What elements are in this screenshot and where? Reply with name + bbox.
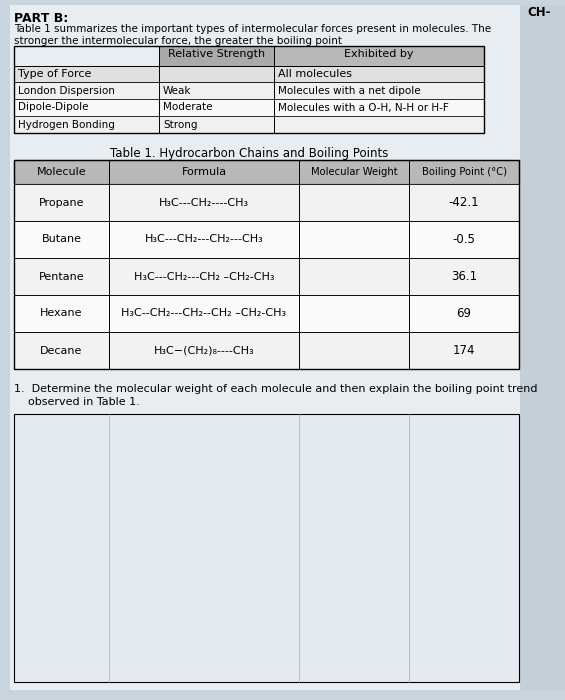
Text: PART B:: PART B: xyxy=(14,12,68,25)
Text: stronger the intermolecular force, the greater the boiling point: stronger the intermolecular force, the g… xyxy=(14,36,342,46)
Text: Molecular Weight: Molecular Weight xyxy=(311,167,397,177)
Text: H₃C---CH₂----CH₃: H₃C---CH₂----CH₃ xyxy=(159,197,249,207)
Text: Hexane: Hexane xyxy=(40,309,82,318)
Bar xyxy=(14,258,519,295)
Text: Strong: Strong xyxy=(163,120,198,130)
Bar xyxy=(14,414,519,682)
FancyBboxPatch shape xyxy=(274,46,484,66)
Bar xyxy=(14,160,519,184)
Text: Hydrogen Bonding: Hydrogen Bonding xyxy=(18,120,115,130)
Text: H₃C---CH₂---CH₂---CH₃: H₃C---CH₂---CH₂---CH₃ xyxy=(145,234,263,244)
Text: Relative Strength: Relative Strength xyxy=(168,49,265,59)
Text: Molecule: Molecule xyxy=(37,167,86,177)
Text: 1.  Determine the molecular weight of each molecule and then explain the boiling: 1. Determine the molecular weight of eac… xyxy=(14,384,537,394)
Text: Propane: Propane xyxy=(39,197,84,207)
Text: Dipole-Dipole: Dipole-Dipole xyxy=(18,102,89,113)
Text: -42.1: -42.1 xyxy=(449,196,479,209)
Text: Pentane: Pentane xyxy=(38,272,84,281)
Bar xyxy=(14,99,484,116)
Text: Weak: Weak xyxy=(163,85,192,95)
Bar xyxy=(14,116,484,133)
Text: Decane: Decane xyxy=(40,346,82,356)
Text: 174: 174 xyxy=(453,344,475,357)
Text: Formula: Formula xyxy=(181,167,227,177)
FancyBboxPatch shape xyxy=(159,46,274,66)
Bar xyxy=(520,5,565,690)
Text: Moderate: Moderate xyxy=(163,102,212,113)
Text: All molecules: All molecules xyxy=(278,69,352,79)
Text: London Dispersion: London Dispersion xyxy=(18,85,115,95)
Text: 36.1: 36.1 xyxy=(451,270,477,283)
Text: Table 1 summarizes the important types of intermolecular forces present in molec: Table 1 summarizes the important types o… xyxy=(14,24,491,34)
Text: Butane: Butane xyxy=(41,234,81,244)
Text: H₃C--CH₂---CH₂--CH₂ –CH₂-CH₃: H₃C--CH₂---CH₂--CH₂ –CH₂-CH₃ xyxy=(121,309,286,318)
Text: 69: 69 xyxy=(457,307,472,320)
Bar xyxy=(14,46,484,133)
Bar xyxy=(14,332,519,369)
Text: H₃C−(CH₂)₈----CH₃: H₃C−(CH₂)₈----CH₃ xyxy=(154,346,254,356)
Text: Type of Force: Type of Force xyxy=(18,69,92,79)
Text: -0.5: -0.5 xyxy=(453,233,475,246)
Text: H₃C---CH₂---CH₂ –CH₂-CH₃: H₃C---CH₂---CH₂ –CH₂-CH₃ xyxy=(134,272,274,281)
Text: Exhibited by: Exhibited by xyxy=(344,49,414,59)
Text: CH-: CH- xyxy=(527,6,550,19)
Text: observed in Table 1.: observed in Table 1. xyxy=(14,397,140,407)
Bar xyxy=(14,221,519,258)
Bar xyxy=(14,82,484,99)
Bar xyxy=(14,295,519,332)
Bar xyxy=(14,184,519,221)
Text: Boiling Point (°C): Boiling Point (°C) xyxy=(421,167,506,177)
Text: Table 1. Hydrocarbon Chains and Boiling Points: Table 1. Hydrocarbon Chains and Boiling … xyxy=(110,147,388,160)
Text: Molecules with a O-H, N-H or H-F: Molecules with a O-H, N-H or H-F xyxy=(278,102,449,113)
Bar xyxy=(14,160,519,369)
Bar xyxy=(14,66,484,82)
Text: Molecules with a net dipole: Molecules with a net dipole xyxy=(278,85,420,95)
